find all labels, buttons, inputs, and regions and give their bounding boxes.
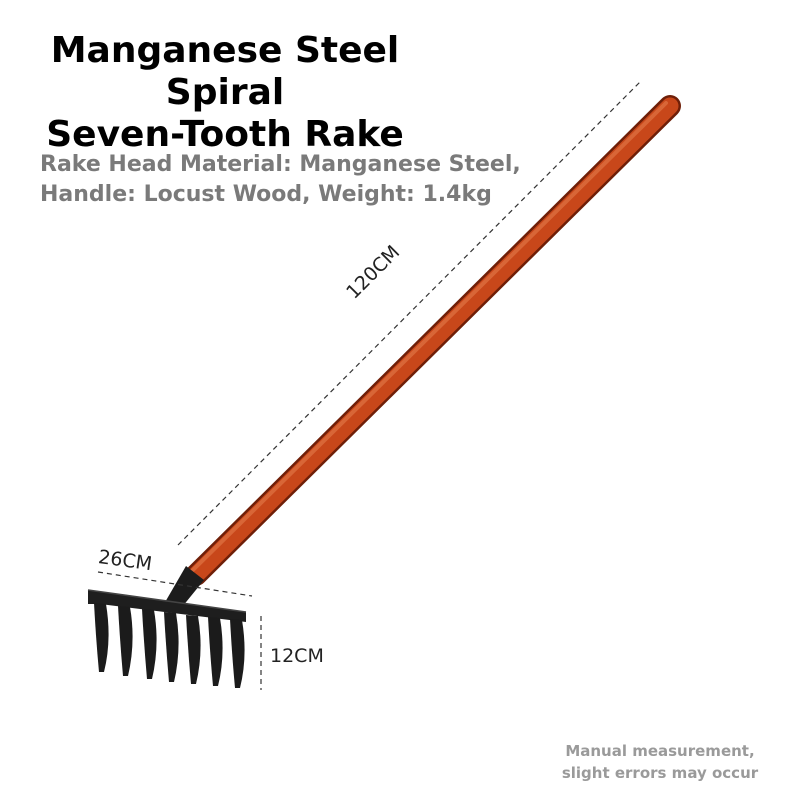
rake-tooth xyxy=(186,615,201,684)
spec-text: Rake Head Material: Manganese Steel, Han… xyxy=(40,150,560,210)
rake-tooth xyxy=(230,619,245,688)
rake-tooth xyxy=(208,617,223,686)
rake-tooth xyxy=(94,603,109,672)
title-line-2: Seven-Tooth Rake xyxy=(46,114,404,155)
head-width-dimension-line xyxy=(97,571,253,597)
handle-dimension-line xyxy=(177,81,641,546)
title-line-1: Manganese Steel Spiral xyxy=(50,30,400,113)
measurement-note: Manual measurement, slight errors may oc… xyxy=(560,740,760,784)
spec-line-1: Rake Head Material: Manganese Steel, xyxy=(40,152,521,177)
tooth-length-label: 12CM xyxy=(270,645,324,667)
product-title: Manganese Steel Spiral Seven-Tooth Rake xyxy=(0,30,450,156)
rake-tooth xyxy=(142,609,157,679)
rake-tooth xyxy=(118,606,133,676)
rake-handle xyxy=(185,95,681,586)
note-line-2: slight errors may occur xyxy=(561,764,759,782)
rake-tooth xyxy=(164,612,179,682)
rake-head xyxy=(87,589,247,622)
spec-line-2: Handle: Locust Wood, Weight: 1.4kg xyxy=(40,182,492,207)
note-line-1: Manual measurement, xyxy=(565,742,755,760)
rake-teeth xyxy=(94,603,245,688)
